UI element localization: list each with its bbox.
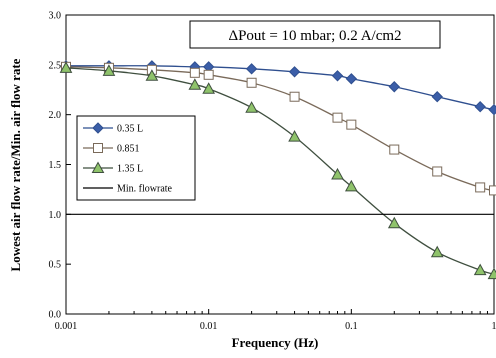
data-point [331,167,344,180]
series-2 [59,61,496,280]
x-tick-label: 0.1 [345,321,358,332]
data-point [388,81,400,93]
data-point [431,91,443,103]
data-point [145,69,159,81]
data-point [387,216,401,229]
legend-label: 0.851 [117,144,140,155]
x-tick-label: 0.001 [55,321,78,332]
title-layer: ΔPout = 10 mbar; 0.2 A/cm2 [189,20,441,49]
data-point [389,144,400,155]
data-point [344,179,358,192]
data-point [246,77,257,88]
data-point [488,103,496,116]
data-point [474,100,486,113]
y-tick-label: 2.0 [49,110,62,121]
data-point [188,78,202,90]
y-tick-label: 2.5 [49,60,62,71]
legend-marker [91,161,105,173]
legend-label: Min. flowrate [117,184,173,195]
data-point [288,130,301,142]
y-axis-label: Lowest air flow rate/Min. air flow rate [8,58,23,271]
data-point [289,91,300,102]
legend-label: 1.35 L [117,164,143,175]
y-tick-label: 1.0 [49,210,62,221]
series-layer [59,60,496,280]
legend-label: 0.35 L [117,124,143,135]
data-point [487,267,496,280]
axes-layer: 0.0 0.5 1.0 1.5 2.0 2.5 3.0 0.001 0.01 0.1 1 [49,11,496,333]
data-point [102,64,116,76]
data-point [203,69,214,80]
data-point [288,66,301,78]
legend-marker [92,122,104,134]
data-point [189,67,200,78]
data-point [489,185,496,196]
data-point [346,119,357,130]
data-point [430,245,444,258]
data-point [245,101,258,113]
y-tick-label: 3.0 [49,11,62,22]
data-point [331,70,344,82]
legend-marker [93,143,103,153]
x-axis-label: Frequency (Hz) [232,335,319,350]
x-tick-label: 0.01 [200,321,218,332]
legend: 0.35 L 0.851 1.35 L Min. flowrate [76,115,196,201]
data-point [432,166,443,177]
y-tick-label: 0.5 [49,260,62,271]
data-point [332,112,343,123]
chart-title-box [189,20,441,49]
x-tick-label: 1 [492,321,496,332]
data-point [202,82,216,94]
chart-title: ΔPout = 10 mbar; 0.2 A/cm2 [228,28,401,44]
data-point [473,263,487,276]
data-point [245,63,258,75]
y-tick-label: 0.0 [49,310,62,321]
y-tick-label: 1.5 [49,160,62,171]
data-point [345,73,358,85]
data-point [59,61,73,73]
data-point [475,182,486,193]
